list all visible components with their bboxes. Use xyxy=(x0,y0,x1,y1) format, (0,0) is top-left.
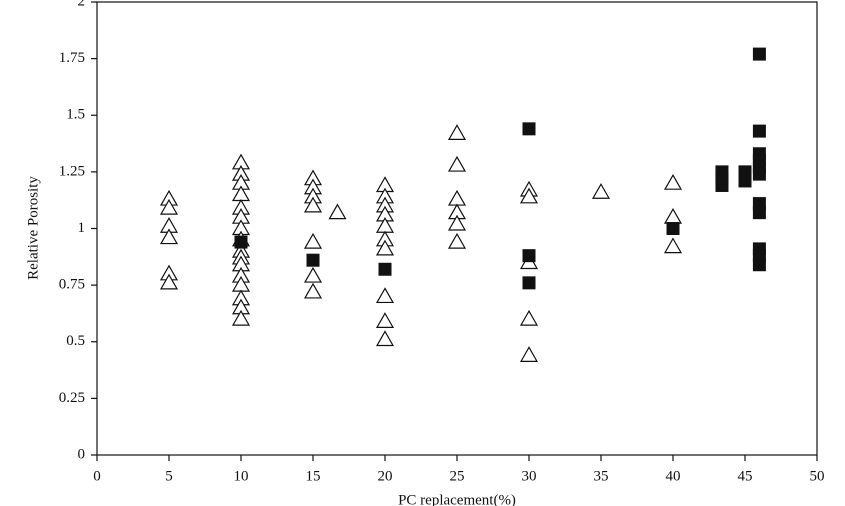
triangle-marker xyxy=(303,266,323,283)
x-tick-label: 5 xyxy=(165,468,173,484)
y-axis-label: Relative Porosity xyxy=(25,176,41,280)
square-marker xyxy=(522,249,536,263)
x-tick-label: 30 xyxy=(522,468,537,484)
x-tick-label: 15 xyxy=(306,468,321,484)
square-marker xyxy=(752,47,766,61)
triangle-marker xyxy=(663,173,683,190)
y-tick-label: 1.25 xyxy=(59,163,85,179)
y-tick-label: 1 xyxy=(78,220,86,236)
x-tick-label: 45 xyxy=(738,468,753,484)
square-marker xyxy=(522,276,536,290)
square-marker xyxy=(752,167,766,181)
triangle-marker xyxy=(447,189,467,206)
triangle-marker xyxy=(519,187,539,204)
triangle-marker xyxy=(159,228,179,245)
triangle-marker xyxy=(159,198,179,215)
triangle-marker xyxy=(375,239,395,256)
square-marker xyxy=(378,262,392,276)
x-tick-label: 50 xyxy=(810,468,825,484)
triangle-marker xyxy=(447,155,467,172)
triangle-marker xyxy=(519,346,539,362)
y-tick-label: 2 xyxy=(78,0,86,9)
x-tick-label: 25 xyxy=(450,468,465,484)
square-marker xyxy=(234,235,248,249)
triangle-marker xyxy=(447,214,467,231)
y-tick-label: 1.75 xyxy=(59,50,85,66)
triangle-marker xyxy=(303,282,323,299)
triangle-marker xyxy=(447,124,467,140)
square-marker xyxy=(522,122,536,136)
y-tick-label: 0.5 xyxy=(66,333,85,349)
y-tick-label: 0.75 xyxy=(59,277,85,293)
x-tick-label: 40 xyxy=(666,468,681,484)
square-marker xyxy=(738,174,752,188)
triangle-marker xyxy=(663,207,683,224)
square-marker xyxy=(752,206,766,220)
triangle-marker xyxy=(447,232,467,249)
square-marker xyxy=(715,178,729,192)
x-tick-label: 35 xyxy=(594,468,609,484)
triangle-marker xyxy=(375,330,395,347)
triangle-marker xyxy=(591,183,611,199)
y-tick-label: 0 xyxy=(78,446,86,462)
triangle-marker xyxy=(519,309,539,326)
x-tick-label: 20 xyxy=(378,468,393,484)
square-marker xyxy=(752,124,766,138)
square-marker xyxy=(666,222,680,235)
triangle-marker xyxy=(328,203,347,220)
y-tick-label: 0.25 xyxy=(59,390,85,406)
square-marker xyxy=(306,253,320,267)
x-tick-label: 10 xyxy=(234,468,249,484)
triangle-marker xyxy=(159,273,179,290)
triangle-marker xyxy=(663,237,683,254)
triangle-marker xyxy=(303,232,323,249)
triangle-marker xyxy=(303,196,323,213)
x-tick-label: 0 xyxy=(93,468,101,484)
triangle-marker xyxy=(375,312,395,328)
triangle-marker xyxy=(375,287,395,304)
x-axis-label: PC replacement(%) xyxy=(398,492,516,506)
y-tick-label: 1.5 xyxy=(66,107,85,123)
triangle-marker xyxy=(231,309,251,326)
square-marker xyxy=(752,258,766,272)
